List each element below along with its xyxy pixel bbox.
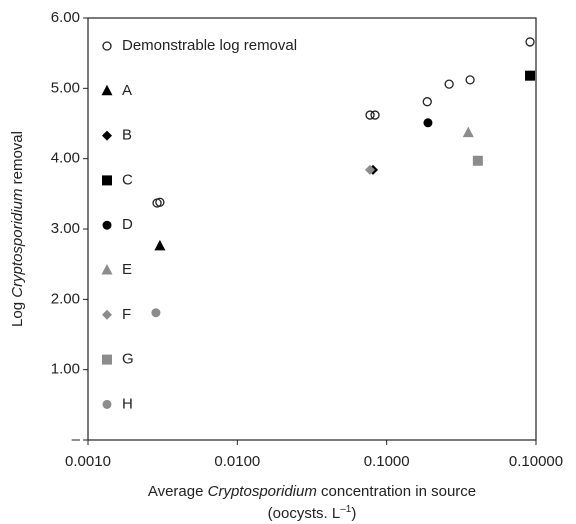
data-point (151, 308, 161, 318)
x-tick-label: 0.0100 (214, 453, 260, 470)
data-point (154, 239, 166, 251)
legend-label: Demonstrable log removal (122, 37, 297, 54)
data-point (155, 197, 165, 207)
y-tick-label: 1.00 (51, 361, 80, 378)
y-tick-label: 4.00 (51, 150, 80, 167)
y-axis-label: Log Cryptosporidium removal (9, 131, 26, 327)
data-point (525, 70, 536, 81)
legend-marker (102, 175, 112, 186)
data-point (370, 110, 380, 120)
data-point (364, 164, 375, 175)
data-point (444, 79, 454, 89)
legend-label: D (122, 216, 133, 233)
legend-label: E (122, 261, 132, 278)
data-point (472, 155, 483, 166)
legend-marker (102, 220, 112, 230)
data-point (423, 118, 433, 128)
plot-frame (87, 17, 537, 441)
legend-marker (101, 264, 113, 275)
legend-label: B (122, 127, 132, 144)
data-point (525, 37, 535, 47)
data-point (462, 126, 474, 138)
x-tick-label: 0.0010 (65, 453, 111, 470)
legend-label: A (122, 82, 132, 99)
y-tick-label: – (72, 431, 81, 448)
data-point (422, 97, 432, 107)
y-tick-label: 2.00 (51, 290, 80, 307)
y-tick-label: 3.00 (51, 220, 80, 237)
legend-marker (102, 41, 112, 51)
data-point (465, 75, 475, 85)
legend-label: F (122, 306, 131, 323)
legend-label: G (122, 351, 134, 368)
x-axis-label: Average Cryptosporidium concentration in… (148, 483, 476, 500)
legend-marker (102, 399, 112, 409)
data-point (365, 110, 375, 120)
legend-marker (102, 309, 112, 320)
legend-marker (102, 130, 112, 141)
legend-marker (101, 84, 113, 96)
x-axis-label-2: (oocysts. L–1) (268, 504, 357, 522)
legend-label: C (122, 171, 133, 188)
x-tick-label: 0.10000 (509, 453, 563, 470)
y-tick-label: 6.00 (51, 9, 80, 26)
y-tick-label: 5.00 (51, 79, 80, 96)
legend-label: H (122, 395, 133, 412)
legend-marker (102, 354, 112, 365)
x-tick-label: 0.1000 (364, 453, 410, 470)
